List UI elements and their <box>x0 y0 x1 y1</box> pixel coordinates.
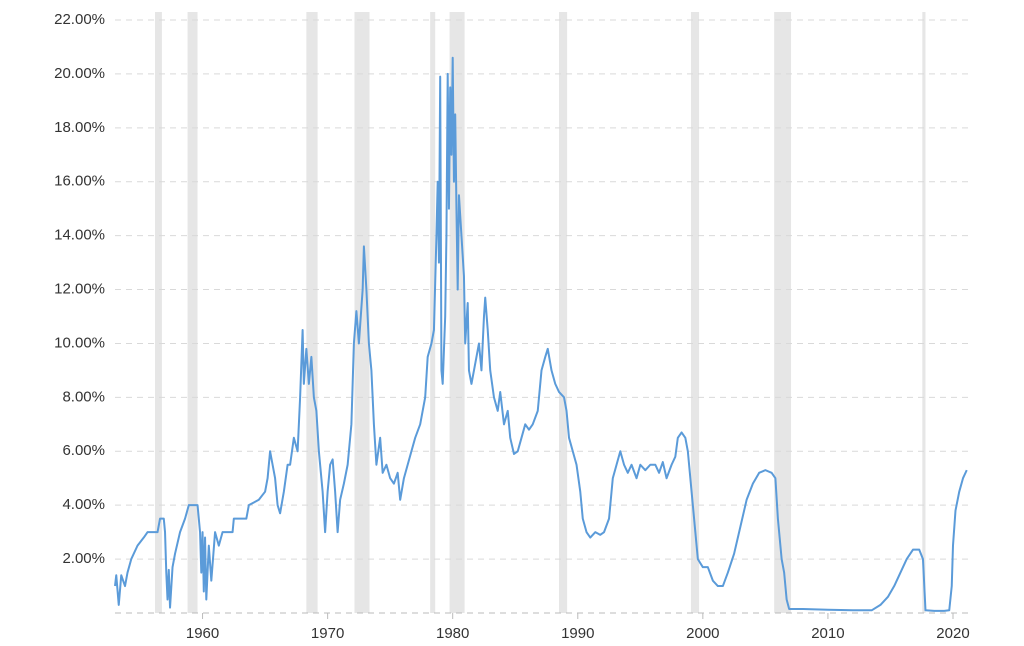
y-tick-label: 6.00% <box>62 442 105 459</box>
x-tick-label: 2020 <box>936 625 969 642</box>
rate-line <box>114 56 968 612</box>
x-tick-label: 2000 <box>686 625 719 642</box>
y-tick-label: 12.00% <box>54 281 105 298</box>
x-tick-label: 1980 <box>436 625 469 642</box>
y-tick-label: 14.00% <box>54 227 105 244</box>
y-tick-label: 8.00% <box>62 388 105 405</box>
y-tick-label: 20.00% <box>54 65 105 82</box>
x-tick-label: 2010 <box>811 625 844 642</box>
recession-band <box>690 12 700 613</box>
recession-band <box>922 12 926 613</box>
recession-band <box>155 12 162 613</box>
recession-band <box>430 12 436 613</box>
recession-band <box>306 12 318 613</box>
recession-band <box>187 12 198 613</box>
y-tick-label: 18.00% <box>54 119 105 136</box>
y-tick-label: 4.00% <box>62 496 105 513</box>
y-tick-label: 2.00% <box>62 550 105 567</box>
y-tick-label: 16.00% <box>54 173 105 190</box>
y-tick-label: 10.00% <box>54 334 105 351</box>
y-tick-label: 22.00% <box>54 11 105 28</box>
x-tick-label: 1960 <box>186 625 219 642</box>
x-tick-label: 1970 <box>311 625 344 642</box>
recession-band <box>559 12 568 613</box>
x-tick-label: 1990 <box>561 625 594 642</box>
recession-band <box>774 12 792 613</box>
